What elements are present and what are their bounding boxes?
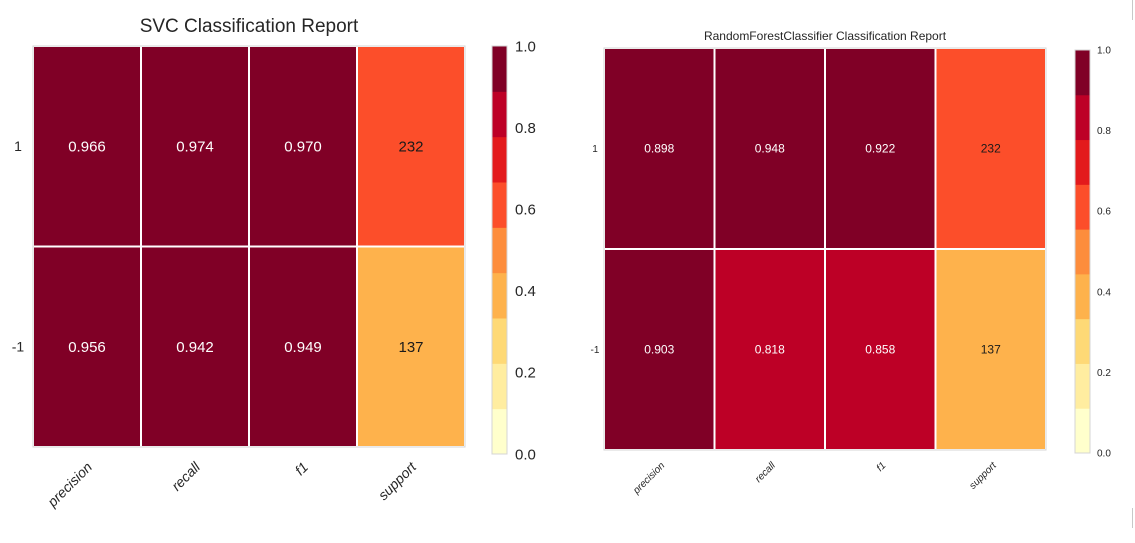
heatmap-cell bbox=[824, 248, 937, 451]
cell-value-label: 0.818 bbox=[755, 343, 785, 357]
colorbar-segment bbox=[1075, 408, 1090, 454]
colorbar-frame bbox=[491, 45, 508, 455]
column-tick-label: f1 bbox=[292, 459, 312, 479]
colorbar-segment bbox=[1075, 139, 1090, 185]
cell-value-label: 0.974 bbox=[176, 139, 214, 156]
right-edge-marker-bottom bbox=[1132, 508, 1133, 528]
heatmap-cell bbox=[713, 248, 826, 451]
colorbar-segment bbox=[492, 272, 507, 319]
colorbar-tick-label: 0.0 bbox=[1097, 449, 1111, 460]
cell-value-label: 137 bbox=[398, 339, 423, 356]
colorbar-segment bbox=[492, 136, 507, 183]
column-tick-label: support bbox=[968, 459, 1000, 491]
cell-value-label: 0.966 bbox=[68, 139, 106, 156]
plot-frame bbox=[603, 47, 1047, 451]
cell-value-label: 0.948 bbox=[755, 142, 785, 156]
cell-value-label: 232 bbox=[981, 142, 1001, 156]
colorbar-tick-label: 0.8 bbox=[515, 120, 536, 137]
cell-value-label: 0.956 bbox=[68, 339, 106, 356]
cell-value-label: 232 bbox=[398, 139, 423, 156]
colorbar-segment bbox=[492, 91, 507, 138]
colorbar-segment bbox=[1075, 318, 1090, 364]
colorbar-tick-label: 1.0 bbox=[515, 38, 536, 55]
row-tick-label: 1 bbox=[592, 144, 598, 155]
colorbar-segment bbox=[492, 318, 507, 364]
colorbar-tick-label: 0.4 bbox=[515, 283, 536, 300]
cell-value-label: 0.922 bbox=[865, 142, 895, 156]
heatmap-cell bbox=[356, 45, 466, 248]
chart-title: RandomForestClassifier Classification Re… bbox=[704, 29, 947, 43]
heatmap-cell bbox=[140, 245, 250, 448]
column-tick-label: precision bbox=[43, 459, 95, 511]
row-tick-label: -1 bbox=[12, 339, 25, 355]
cell-value-label: 0.970 bbox=[284, 139, 322, 156]
colorbar-segment bbox=[1075, 229, 1090, 275]
column-tick-label: precision bbox=[631, 460, 668, 497]
heatmap-cell bbox=[140, 45, 250, 248]
heatmap-cell bbox=[603, 248, 716, 451]
cell-value-label: 0.942 bbox=[176, 339, 214, 356]
colorbar-segment bbox=[492, 227, 507, 274]
right-edge-marker-top bbox=[1132, 0, 1133, 20]
colorbar-frame bbox=[1074, 49, 1091, 454]
colorbar-segment bbox=[1075, 184, 1090, 230]
row-tick-label: 1 bbox=[14, 138, 22, 154]
cell-value-label: 0.903 bbox=[644, 343, 674, 357]
heatmap-cell bbox=[356, 245, 466, 448]
colorbar-segment bbox=[492, 46, 507, 92]
colorbar-segment bbox=[1075, 273, 1090, 320]
column-tick-label: recall bbox=[168, 458, 204, 494]
cell-value-label: 137 bbox=[981, 343, 1001, 357]
cell-value-label: 0.898 bbox=[644, 142, 674, 156]
cell-value-label: 0.949 bbox=[284, 339, 322, 356]
colorbar-segment bbox=[1075, 363, 1090, 409]
colorbar-segment bbox=[492, 182, 507, 228]
colorbar-segment bbox=[492, 408, 507, 455]
svc-report-panel: SVC Classification Report 0.966 0.974 0.970… bbox=[12, 16, 536, 510]
colorbar-tick-label: 0.2 bbox=[515, 365, 536, 382]
heatmap-cell bbox=[934, 248, 1047, 451]
colorbar-tick-label: 0.4 bbox=[1097, 287, 1111, 298]
colorbar-tick-label: 0.6 bbox=[1097, 207, 1111, 218]
column-tick-label: f1 bbox=[875, 460, 889, 474]
column-tick-label: recall bbox=[753, 460, 778, 485]
colorbar-tick-label: 0.6 bbox=[515, 201, 536, 218]
cell-value-label: 0.858 bbox=[865, 343, 895, 357]
plot-frame bbox=[32, 45, 466, 448]
chart-title: SVC Classification Report bbox=[140, 16, 359, 37]
colorbar-tick-label: 0.2 bbox=[1097, 368, 1111, 379]
random-forest-report-panel: RandomForestClassifier Classification Re… bbox=[591, 29, 1112, 497]
colorbar-segment bbox=[1075, 94, 1090, 141]
row-tick-label: -1 bbox=[591, 345, 600, 356]
colorbar-segment bbox=[492, 363, 507, 410]
colorbar-tick-label: 1.0 bbox=[1097, 46, 1111, 57]
colorbar-tick-label: 0.8 bbox=[1097, 126, 1111, 137]
column-tick-label: support bbox=[375, 458, 420, 503]
heatmap-cell bbox=[32, 45, 142, 248]
colorbar-tick-label: 0.0 bbox=[515, 446, 536, 463]
heatmap-cell bbox=[934, 47, 1047, 250]
colorbar-segment bbox=[1075, 50, 1090, 96]
